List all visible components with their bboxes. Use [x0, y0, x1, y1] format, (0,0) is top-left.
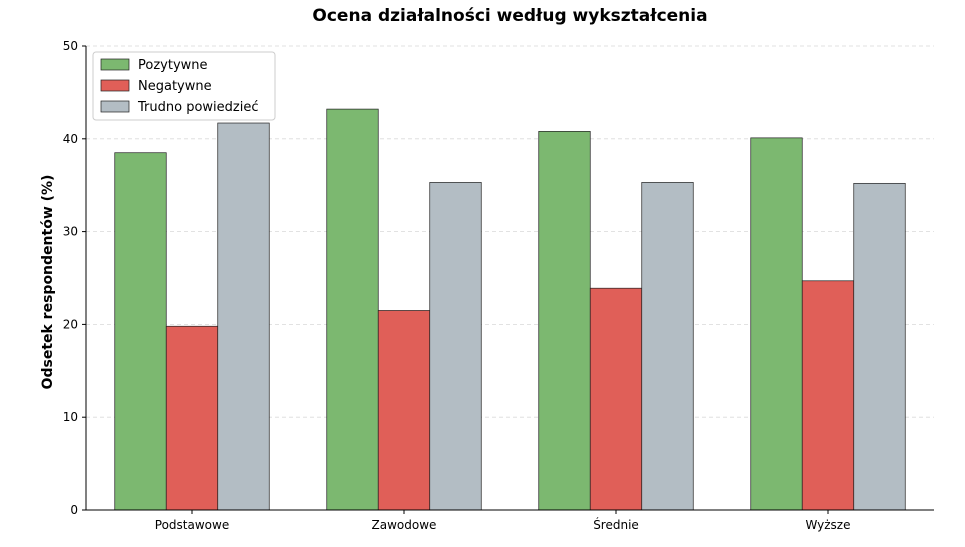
legend-box	[92, 51, 276, 121]
bar-trudno-powiedzieć-0	[217, 122, 270, 511]
bar-pozytywne-2	[538, 131, 591, 511]
y-tick-label: 50	[63, 39, 78, 53]
bar-trudno-powiedzieć-2	[641, 182, 694, 511]
x-tick-label: Średnie	[593, 517, 639, 532]
bar-negatywne-2	[589, 287, 643, 511]
y-tick-label: 40	[63, 132, 78, 146]
y-ticks: 0 10 20 30 40 50	[63, 39, 86, 517]
bar-pozytywne-1	[326, 108, 379, 511]
bar-negatywne-3	[801, 280, 855, 511]
axes	[85, 46, 934, 511]
x-ticks: Podstawowe Zawodowe Średnie Wyższe	[155, 510, 851, 532]
legend-swatch	[100, 58, 130, 71]
y-axis-label: Odsetek respondentów (%)	[40, 175, 56, 390]
legend-swatch	[100, 100, 130, 113]
y-tick-label: 30	[63, 225, 78, 239]
x-tick-label: Wyższe	[806, 518, 851, 532]
legend-label: Pozytywne	[138, 58, 208, 73]
y-tick-label: 10	[63, 410, 78, 424]
bar-pozytywne-0	[114, 152, 167, 511]
bar-negatywne-1	[377, 310, 431, 511]
chart-title: Ocena działalności według wykształcenia	[312, 6, 707, 26]
bar-negatywne-0	[165, 325, 219, 511]
bar-pozytywne-3	[750, 137, 803, 511]
bars	[114, 108, 906, 511]
legend-label: Negatywne	[138, 79, 212, 94]
legend-swatch	[100, 79, 130, 92]
y-tick-label: 20	[63, 317, 78, 331]
bar-trudno-powiedzieć-3	[853, 182, 906, 511]
legend-label: Trudno powiedzieć	[137, 100, 258, 115]
legend: Pozytywne Negatywne Trudno powiedzieć	[92, 51, 276, 121]
bar-trudno-powiedzieć-1	[429, 182, 482, 511]
x-tick-label: Zawodowe	[372, 518, 437, 532]
x-tick-label: Podstawowe	[155, 518, 229, 532]
y-tick-label: 0	[70, 503, 78, 517]
